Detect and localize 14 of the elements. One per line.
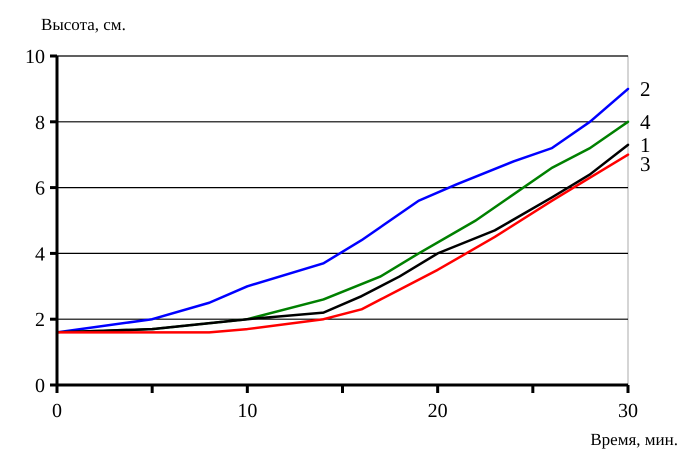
- x-tick-label: 0: [52, 400, 62, 422]
- y-tick-label: 4: [35, 243, 45, 266]
- y-axis-title: Высота, см.: [41, 15, 126, 34]
- x-tick-label: 30: [618, 400, 638, 422]
- y-tick-label: 6: [35, 178, 45, 200]
- y-tick-label: 10: [25, 46, 45, 68]
- x-tick-label: 20: [428, 400, 448, 422]
- x-axis-title: Время, мин.: [590, 430, 678, 449]
- y-tick-label: 2: [35, 309, 45, 332]
- y-tick-label: 0: [35, 375, 45, 397]
- series-label: 2: [640, 76, 650, 101]
- y-tick-label: 8: [35, 112, 45, 134]
- series-label: 4: [640, 110, 651, 134]
- x-tick-label: 10: [237, 400, 258, 422]
